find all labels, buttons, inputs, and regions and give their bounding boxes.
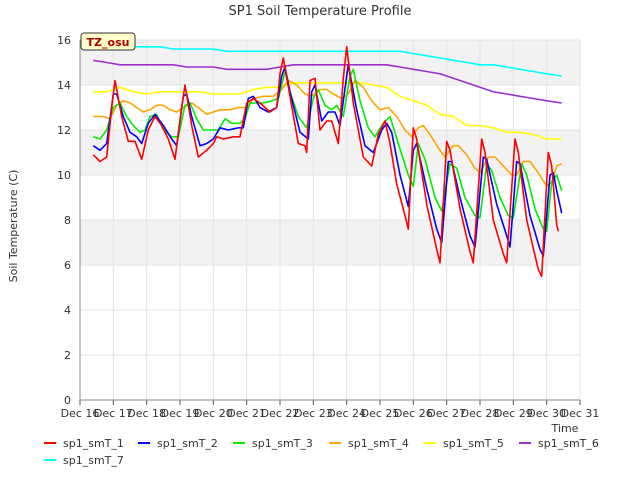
y-tick-label: 6: [64, 259, 71, 272]
x-tick-label: Dec 18: [127, 407, 166, 420]
x-tick-label: Dec 27: [427, 407, 466, 420]
y-tick-label: 8: [64, 214, 71, 227]
legend-label: sp1_smT_3: [252, 437, 313, 450]
y-tick-label: 0: [64, 394, 71, 407]
series-line-sp1_smT_1: [92, 46, 560, 278]
x-tick-label: Dec 21: [227, 407, 266, 420]
y-tick-label: 14: [57, 79, 71, 92]
x-tick-label: Dec 19: [161, 407, 200, 420]
x-tick-label: Dec 29: [494, 407, 533, 420]
x-tick-label: Dec 23: [294, 407, 333, 420]
x-tick-label: Dec 26: [394, 407, 433, 420]
y-tick-label: 4: [64, 304, 71, 317]
y-tick-label: 12: [57, 124, 71, 137]
legend-label: sp1_smT_1: [63, 437, 124, 450]
site-label-text: TZ_osu: [87, 36, 130, 49]
y-tick-label: 16: [57, 34, 71, 47]
series-line-sp1_smT_4: [93, 79, 563, 188]
legend-item-sp1_smT_4: sp1_smT_4: [329, 437, 409, 450]
x-tick-label: Dec 31: [561, 407, 600, 420]
x-tick-label: Dec 17: [94, 407, 133, 420]
chart-title: SP1 Soil Temperature Profile: [229, 4, 412, 19]
legend-label: sp1_smT_6: [538, 437, 599, 450]
x-tick-label: Dec 25: [361, 407, 400, 420]
background-band: [80, 220, 580, 265]
x-tick-label: Dec 24: [327, 407, 366, 420]
series-line-sp1_smT_5: [93, 82, 562, 140]
x-tick-label: Dec 20: [194, 407, 233, 420]
legend-item-sp1_smT_1: sp1_smT_1: [44, 437, 124, 450]
x-tick-label: Dec 16: [61, 407, 100, 420]
legend-label: sp1_smT_2: [157, 437, 218, 450]
legend-item-sp1_smT_6: sp1_smT_6: [519, 437, 599, 450]
legend-label: sp1_smT_7: [63, 454, 124, 467]
legend-item-sp1_smT_7: sp1_smT_7: [44, 454, 124, 467]
background-band: [80, 130, 580, 175]
y-tick-label: 2: [64, 349, 71, 362]
legend-item-sp1_smT_2: sp1_smT_2: [138, 437, 218, 450]
legend: sp1_smT_1 sp1_smT_2 sp1_smT_3 sp1_smT_4 sp1_…: [44, 437, 599, 467]
site-label: TZ_osu: [80, 32, 136, 51]
x-axis-label: Time: [551, 422, 579, 435]
x-tick-label: Dec 30: [527, 407, 566, 420]
legend-item-sp1_smT_5: sp1_smT_5: [424, 437, 504, 450]
x-tick-label: Dec 22: [261, 407, 300, 420]
legend-label: sp1_smT_4: [348, 437, 409, 450]
legend-label: sp1_smT_5: [443, 437, 504, 450]
series-line-sp1_smT_7: [93, 39, 562, 77]
x-tick-label: Dec 28: [461, 407, 500, 420]
series-line-sp1_smT_6: [93, 59, 562, 104]
y-tick-label: 10: [57, 169, 71, 182]
legend-item-sp1_smT_3: sp1_smT_3: [233, 437, 313, 450]
site-label-box: [80, 32, 136, 51]
y-axis-label: Soil Temperature (C): [7, 170, 20, 283]
